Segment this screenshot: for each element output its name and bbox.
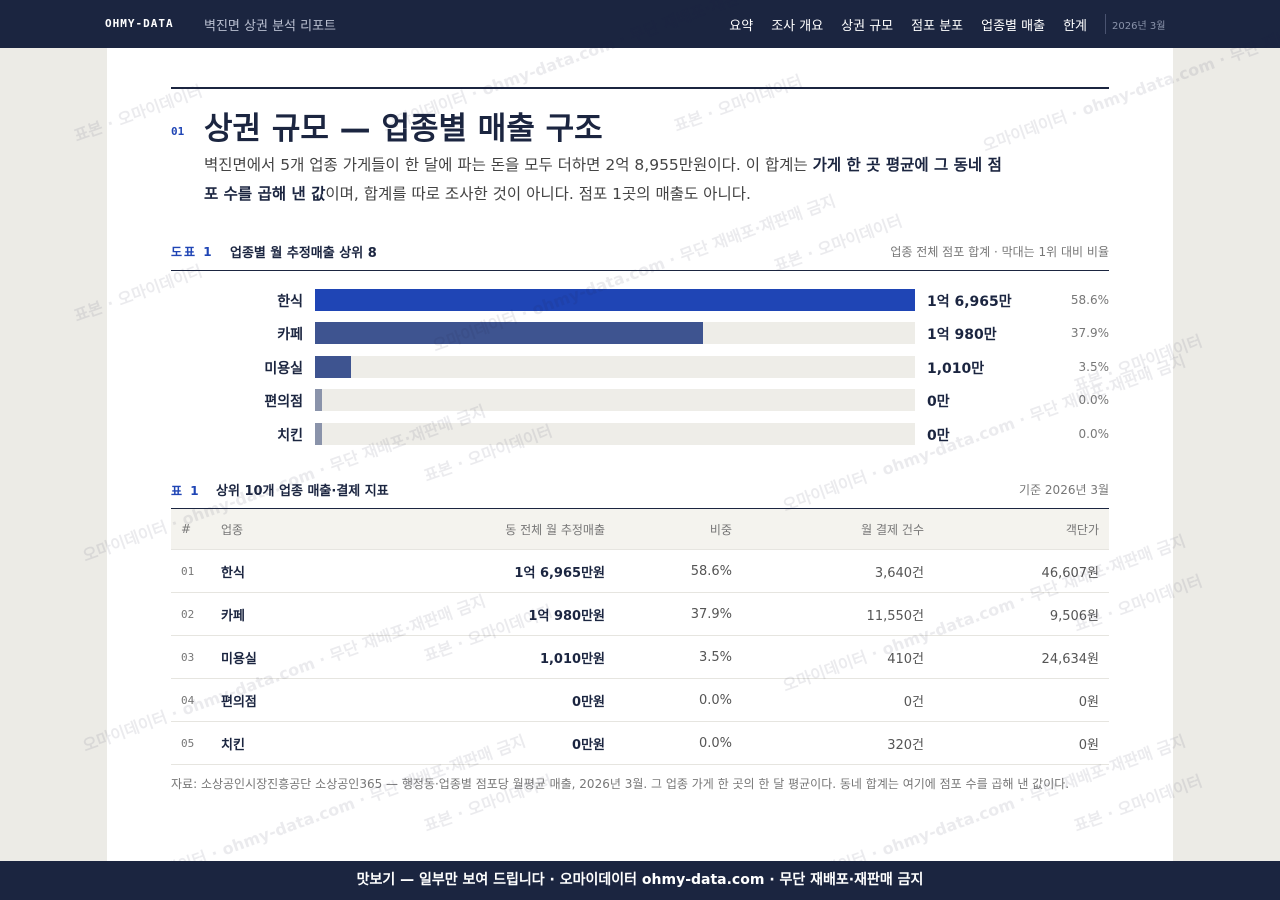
nav-date: 2026년 3월 xyxy=(1112,21,1166,32)
table-cell: 03 xyxy=(171,635,211,679)
lead-text: 벽진면에서 5개 업종 가게들이 한 달에 파는 돈을 모두 더하면 2억 8,… xyxy=(204,156,813,174)
bar xyxy=(315,422,322,445)
footer-banner: 맛보기 — 일부만 보여 드립니다 · 오마이데이터 ohmy-data.com… xyxy=(0,861,1280,900)
table-note: 기준 2026년 3월 xyxy=(1019,483,1109,497)
rule xyxy=(171,270,1109,271)
bar xyxy=(315,389,322,412)
table-cell: 320건 xyxy=(742,721,934,765)
table-cell: 11,550건 xyxy=(742,592,934,636)
table-cell: 24,634원 xyxy=(934,635,1109,679)
bar-label: 카페 xyxy=(277,327,303,344)
table-cell: 미용실 xyxy=(211,635,371,679)
table-cell: 치킨 xyxy=(211,721,371,765)
column-header: # xyxy=(171,508,211,550)
table-cell: 0.0% xyxy=(615,678,742,722)
bar-value: 0만 xyxy=(927,427,950,444)
table-cell: 한식 xyxy=(211,549,371,593)
table-cell: 410건 xyxy=(742,635,934,679)
bar xyxy=(315,289,915,311)
table-cell: 0만원 xyxy=(371,721,615,765)
column-header: 동 전체 월 추정매출 xyxy=(371,508,615,550)
section-title: 상권 규모 — 업종별 매출 구조 xyxy=(204,111,603,147)
bar-share: 37.9% xyxy=(1070,326,1109,341)
bar xyxy=(315,322,704,345)
nav-link[interactable]: 점포 분포 xyxy=(911,19,964,34)
nav-link[interactable]: 한계 xyxy=(1063,19,1087,34)
brand[interactable]: OHMY-DATA xyxy=(105,17,174,30)
data-table: # 업종 동 전체 월 추정매출 비중 월 결제 건수 객단가 01 한식 1억 6,965만원… xyxy=(171,508,1109,765)
table-cell: 04 xyxy=(171,678,211,722)
section-number: 01 xyxy=(171,125,185,138)
column-header: 비중 xyxy=(615,508,742,550)
rule xyxy=(171,87,1109,89)
table-cell: 0원 xyxy=(934,678,1109,722)
source-note: 자료: 소상공인시장진흥공단 소상공인365 — 행정동·업종별 점포당 월평균… xyxy=(171,777,1070,791)
table-cell: 0건 xyxy=(742,678,934,722)
divider xyxy=(1105,14,1106,34)
nav-link[interactable]: 조사 개요 xyxy=(771,19,824,34)
bar-value: 0만 xyxy=(927,394,950,411)
table-cell: 카페 xyxy=(211,592,371,636)
nav-link[interactable]: 상권 규모 xyxy=(841,19,894,34)
bar-label: 편의점 xyxy=(264,394,303,411)
bar-track xyxy=(315,389,915,412)
nav-subtitle: 벽진면 상권 분석 리포트 xyxy=(204,19,336,34)
figure-label: 도표 1 xyxy=(171,245,214,259)
table-cell: 3,640건 xyxy=(742,549,934,593)
table-cell: 1억 980만원 xyxy=(371,592,615,636)
table-row: 03 미용실 1,010만원 3.5% 410건 24,634원 xyxy=(171,635,1109,679)
bar-label: 한식 xyxy=(277,294,303,310)
table-cell: 46,607원 xyxy=(934,549,1109,593)
table-cell: 0.0% xyxy=(615,721,742,765)
table-row: 01 한식 1억 6,965만원 58.6% 3,640건 46,607원 xyxy=(171,549,1109,593)
table-cell: 01 xyxy=(171,549,211,593)
table-cell: 02 xyxy=(171,592,211,636)
bar-value: 1억 6,965만 xyxy=(927,294,1012,310)
lead-text: 이며, 합계를 따로 조사한 것이 아니다. 점포 1곳의 매출도 아니다. xyxy=(325,185,751,203)
table-label: 표 1 xyxy=(171,484,201,498)
table-cell: 0원 xyxy=(934,721,1109,765)
bar-share: 0.0% xyxy=(1078,426,1110,441)
table-cell: 3.5% xyxy=(615,635,742,679)
lead: 벽진면에서 5개 업종 가게들이 한 달에 파는 돈을 모두 더하면 2억 8,… xyxy=(204,151,1014,209)
bar xyxy=(315,355,351,378)
table-cell: 58.6% xyxy=(615,549,742,593)
bar-track xyxy=(315,422,915,445)
bar-value: 1,010만 xyxy=(927,360,985,377)
table-row: 04 편의점 0만원 0.0% 0건 0원 xyxy=(171,678,1109,722)
nav-link[interactable]: 업종별 매출 xyxy=(981,19,1046,34)
bar-label: 치킨 xyxy=(277,427,303,444)
column-header: 객단가 xyxy=(934,508,1109,550)
table-cell: 37.9% xyxy=(615,592,742,636)
table-cell: 0만원 xyxy=(371,678,615,722)
table-cell: 1,010만원 xyxy=(371,635,615,679)
bar-label: 미용실 xyxy=(264,360,303,377)
table-cell: 편의점 xyxy=(211,678,371,722)
bar-share: 58.6% xyxy=(1070,293,1109,307)
table-cell: 9,506원 xyxy=(934,592,1109,636)
column-header: 월 결제 건수 xyxy=(742,508,934,550)
table-row: 02 카페 1억 980만원 37.9% 11,550건 9,506원 xyxy=(171,592,1109,636)
table-title: 상위 10개 업종 매출·결제 지표 xyxy=(216,484,389,499)
table-row: 05 치킨 0만원 0.0% 320건 0원 xyxy=(171,721,1109,765)
bar-value: 1억 980만 xyxy=(927,327,997,344)
column-header: 업종 xyxy=(211,508,371,550)
bar-share: 0.0% xyxy=(1078,393,1110,408)
table-cell: 05 xyxy=(171,721,211,765)
table-cell: 1억 6,965만원 xyxy=(371,549,615,593)
bar-track xyxy=(315,355,915,378)
figure-note: 업종 전체 점포 합계 · 막대는 1위 대비 비율 xyxy=(890,245,1109,259)
top-nav: OHMY-DATA 벽진면 상권 분석 리포트 요약 조사 개요 상권 규모 점포 분… xyxy=(0,0,1280,48)
figure-title: 업종별 월 추정매출 상위 8 xyxy=(230,246,377,261)
nav-link[interactable]: 요약 xyxy=(729,19,754,34)
bar-share: 3.5% xyxy=(1078,359,1110,374)
lead-emphasis: 가게 한 곳 평균에 그 동네 점포 수를 곱해 낸 값 xyxy=(204,156,1002,203)
